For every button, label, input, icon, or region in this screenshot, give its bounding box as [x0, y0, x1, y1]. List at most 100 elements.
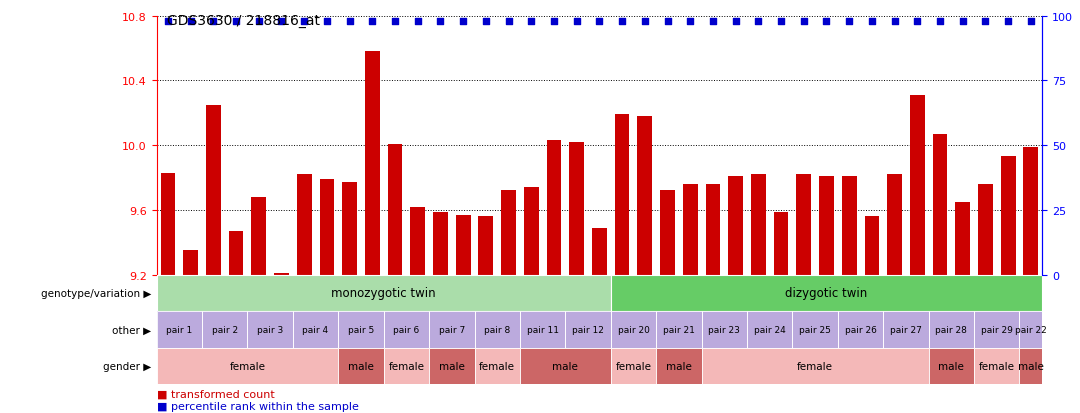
Bar — [365, 52, 380, 275]
Text: dizygotic twin: dizygotic twin — [785, 287, 867, 300]
Bar — [838, 17, 861, 275]
Bar — [592, 228, 607, 275]
Bar — [634, 17, 657, 275]
Point — [228, 19, 245, 26]
Bar — [883, 17, 906, 275]
Point — [296, 19, 313, 26]
Bar — [974, 348, 1020, 384]
Text: pair 8: pair 8 — [484, 325, 511, 334]
Point — [205, 19, 222, 26]
Bar — [338, 311, 383, 348]
Point — [863, 19, 880, 26]
Bar — [1024, 147, 1038, 275]
Bar — [747, 17, 770, 275]
Text: female: female — [480, 361, 515, 371]
Bar — [770, 17, 793, 275]
Bar — [157, 275, 611, 311]
Point — [387, 19, 404, 26]
Bar — [546, 141, 562, 275]
Bar — [615, 115, 630, 275]
Bar — [838, 311, 883, 348]
Text: pair 7: pair 7 — [438, 325, 464, 334]
Bar — [683, 185, 698, 275]
Bar — [293, 311, 338, 348]
Text: pair 29: pair 29 — [981, 325, 1013, 334]
Bar — [888, 175, 902, 275]
Text: ■ transformed count: ■ transformed count — [157, 389, 274, 399]
Bar — [1020, 311, 1042, 348]
Bar — [906, 17, 929, 275]
Bar — [161, 173, 175, 275]
Text: ■ percentile rank within the sample: ■ percentile rank within the sample — [157, 401, 359, 411]
Text: female: female — [797, 361, 833, 371]
Point — [273, 19, 291, 26]
Bar — [406, 17, 429, 275]
Bar — [929, 348, 974, 384]
Point — [613, 19, 631, 26]
Bar — [751, 175, 766, 275]
Bar — [569, 142, 584, 275]
Bar — [383, 17, 406, 275]
Text: pair 26: pair 26 — [845, 325, 877, 334]
Bar — [956, 202, 970, 275]
Bar — [611, 348, 657, 384]
Bar — [1020, 17, 1042, 275]
Point — [183, 19, 200, 26]
Bar — [157, 348, 338, 384]
Bar — [1020, 348, 1042, 384]
Bar — [864, 217, 879, 275]
Text: pair 4: pair 4 — [302, 325, 328, 334]
Bar — [320, 180, 335, 275]
Point — [409, 19, 427, 26]
Bar — [725, 17, 747, 275]
Bar — [519, 311, 565, 348]
Bar — [588, 17, 611, 275]
Bar — [383, 311, 429, 348]
Text: genotype/variation ▶: genotype/variation ▶ — [41, 288, 151, 298]
Point — [1022, 19, 1039, 26]
Point — [908, 19, 926, 26]
Bar — [524, 188, 539, 275]
Text: male: male — [438, 361, 464, 371]
Text: female: female — [616, 361, 651, 371]
Text: male: male — [348, 361, 374, 371]
Text: female: female — [389, 361, 424, 371]
Bar — [497, 17, 519, 275]
Bar — [274, 273, 288, 275]
Bar — [997, 17, 1020, 275]
Bar — [338, 17, 361, 275]
Bar — [451, 17, 474, 275]
Point — [954, 19, 971, 26]
Text: pair 24: pair 24 — [754, 325, 785, 334]
Bar — [388, 144, 403, 275]
Bar — [773, 212, 788, 275]
Bar — [978, 185, 993, 275]
Bar — [456, 215, 471, 275]
Bar — [793, 311, 838, 348]
Bar — [202, 17, 225, 275]
Bar — [637, 117, 652, 275]
Bar — [565, 17, 588, 275]
Text: male: male — [1018, 361, 1043, 371]
Bar — [747, 311, 793, 348]
Text: gender ▶: gender ▶ — [103, 361, 151, 371]
Bar — [338, 348, 383, 384]
Text: pair 3: pair 3 — [257, 325, 283, 334]
Text: female: female — [978, 361, 1015, 371]
Bar — [657, 311, 702, 348]
Point — [750, 19, 767, 26]
Bar — [793, 17, 815, 275]
Text: pair 6: pair 6 — [393, 325, 419, 334]
Text: pair 2: pair 2 — [212, 325, 238, 334]
Bar — [474, 17, 497, 275]
Bar — [611, 17, 634, 275]
Bar — [679, 17, 702, 275]
Bar — [315, 17, 338, 275]
Point — [432, 19, 449, 26]
Point — [886, 19, 903, 26]
Bar — [229, 231, 243, 275]
Bar — [565, 311, 611, 348]
Text: male: male — [939, 361, 964, 371]
Bar — [293, 17, 315, 275]
Bar — [657, 348, 702, 384]
